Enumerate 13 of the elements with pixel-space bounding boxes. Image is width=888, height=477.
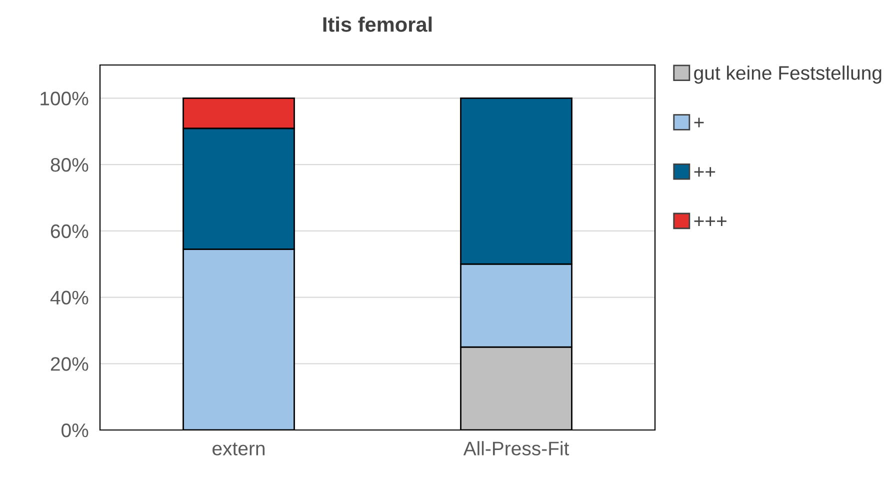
y-tick-label: 20% [50, 357, 88, 371]
y-tick-label: 40% [50, 290, 88, 305]
x-tick-label: extern [212, 442, 265, 456]
y-tick-label: 80% [50, 158, 88, 172]
y-tick-label: 60% [50, 224, 88, 238]
y-tick-label: 0% [62, 423, 88, 438]
y-tick-label: 100% [40, 92, 88, 106]
legend-label: gut keine Feststellung [694, 66, 882, 84]
legend-label: +++ [694, 216, 726, 226]
legend-label: + [694, 118, 704, 128]
x-tick-label: All-Press-Fit [463, 441, 570, 456]
legend-label: ++ [694, 167, 716, 177]
chart-title: Itis femoral [323, 16, 432, 32]
